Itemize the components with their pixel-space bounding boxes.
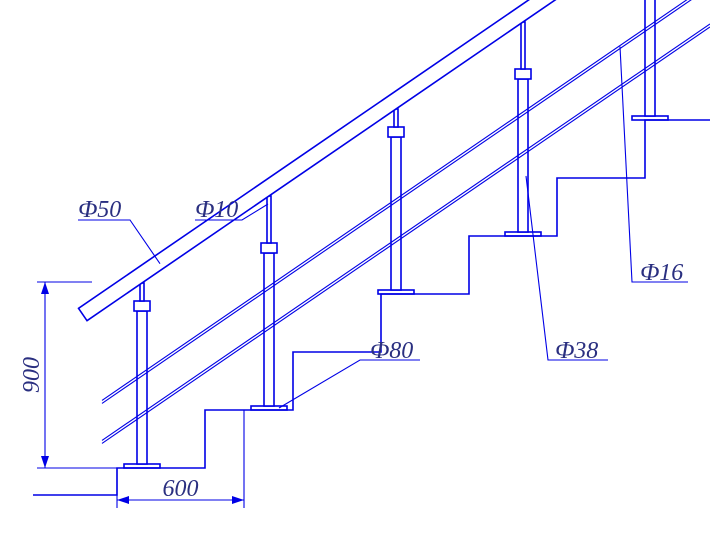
label-d38: Ф38 (526, 176, 608, 364)
label-d38-text: Ф38 (555, 338, 598, 364)
baluster-post (505, 22, 541, 236)
label-d80: Ф80 (279, 338, 420, 408)
label-d16-text: Ф16 (640, 260, 683, 286)
dimension-span: 600 (117, 410, 244, 508)
dimension-span-value: 600 (163, 476, 199, 502)
label-d80-text: Ф80 (370, 338, 413, 364)
handrail (79, 0, 675, 321)
label-d10-text: Ф10 (195, 197, 238, 223)
label-d50: Ф50 (78, 197, 160, 264)
baluster-post (251, 196, 287, 410)
dimension-height-value: 900 (19, 357, 45, 393)
label-d50-text: Ф50 (78, 197, 121, 223)
